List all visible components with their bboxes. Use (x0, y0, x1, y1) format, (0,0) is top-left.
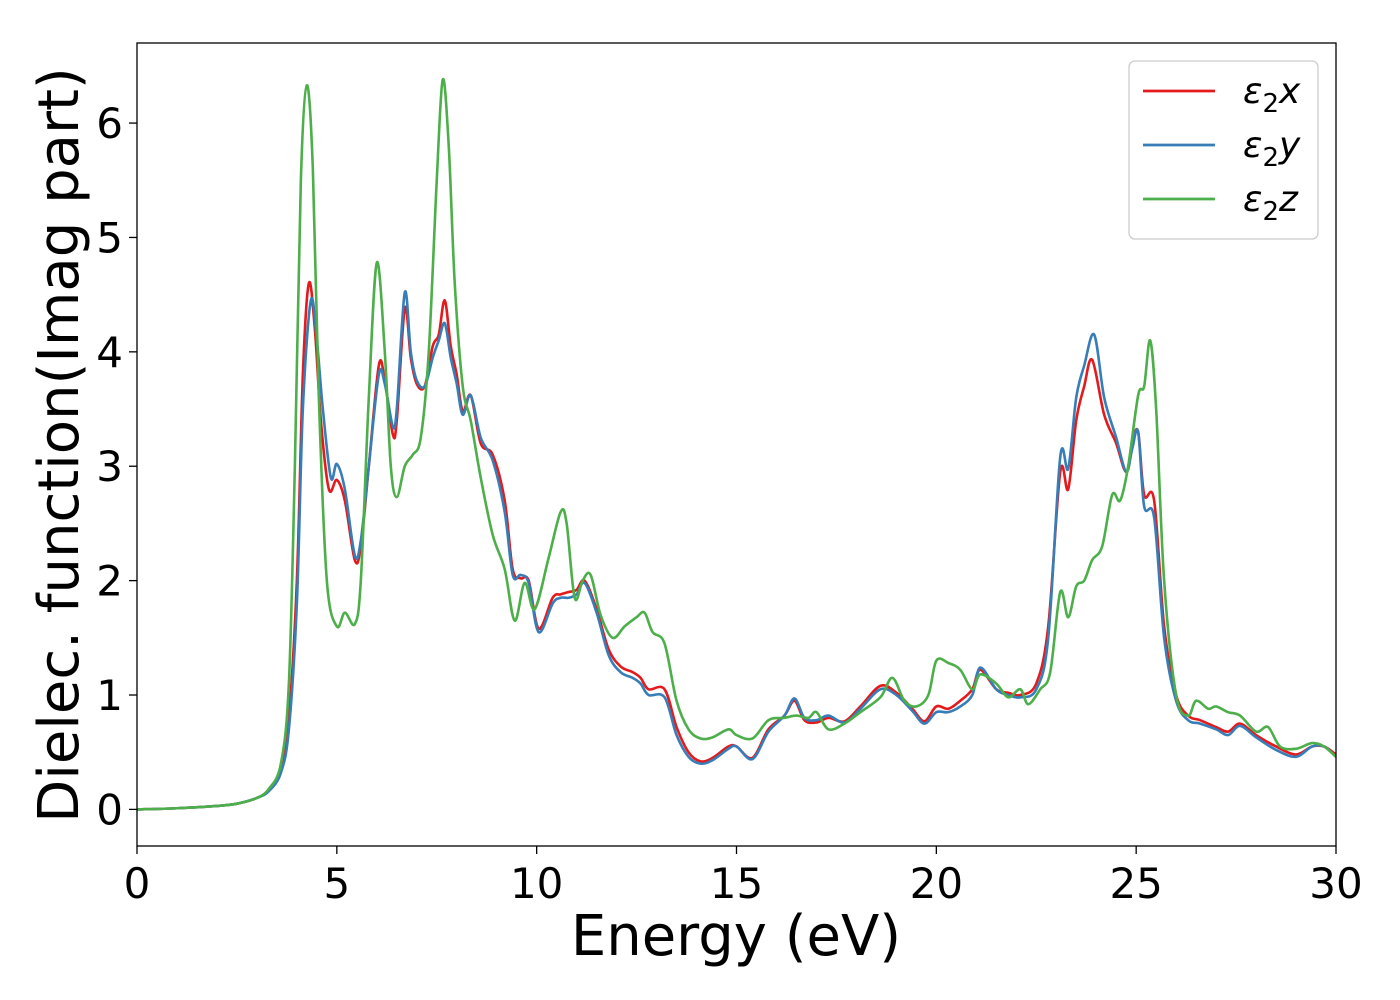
x-tick-label: 0 (124, 859, 151, 908)
legend-label: ε2x (1243, 71, 1301, 119)
y-tick-label: 4 (96, 328, 123, 377)
x-tick-label: 25 (1109, 859, 1162, 908)
x-tick-label: 5 (323, 859, 350, 908)
y-tick-label: 0 (96, 785, 123, 834)
legend-frame (1128, 60, 1319, 240)
legend-label: ε2z (1243, 179, 1299, 227)
series-line-3 (137, 77, 1336, 811)
y-axis-label: Dielec. function(Imag part) (27, 67, 92, 823)
x-axis: 0 5 10 15 20 25 30 (124, 846, 1363, 908)
y-tick-label: 1 (96, 671, 123, 720)
y-tick-label: 3 (96, 442, 123, 491)
y-tick-label: 6 (96, 99, 123, 148)
x-tick-label: 20 (910, 859, 963, 908)
y-tick-label: 2 (96, 557, 123, 606)
x-tick-label: 15 (710, 859, 763, 908)
y-tick-label: 5 (96, 213, 123, 262)
y-axis: 0 1 2 3 4 5 6 (96, 99, 137, 834)
x-tick-label: 30 (1309, 859, 1362, 908)
x-tick-label: 10 (510, 859, 563, 908)
series-line-2 (137, 290, 1336, 811)
series-layer (137, 77, 1336, 811)
x-axis-label: Energy (eV) (571, 904, 901, 969)
legend-label: ε2y (1243, 125, 1301, 173)
legend: ε2x ε2y ε2z (1128, 60, 1319, 240)
